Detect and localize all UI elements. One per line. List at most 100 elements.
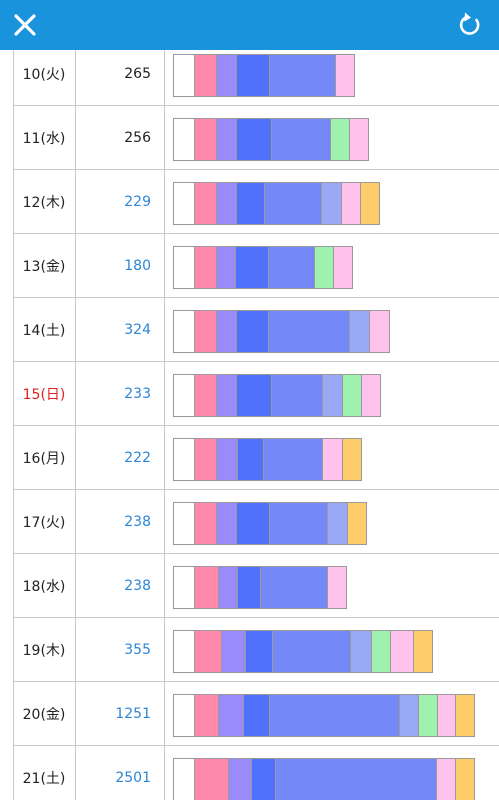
count-link[interactable]: 238 xyxy=(124,577,151,594)
bar-segment-pink xyxy=(195,694,219,737)
bar-segment-blue xyxy=(238,438,264,481)
table-row[interactable]: 13(金) 180 xyxy=(13,234,499,298)
bar-segment-periwinkle xyxy=(273,630,351,673)
count-link[interactable]: 1251 xyxy=(115,705,151,722)
bar-segment-white xyxy=(173,758,195,800)
date-label: 20(金) xyxy=(22,706,66,723)
bar-segment-pink xyxy=(195,758,229,800)
count-value: 256 xyxy=(124,129,151,146)
count-link[interactable]: 180 xyxy=(124,257,151,274)
bar-segment-green xyxy=(331,118,350,161)
bar-segment-orange xyxy=(348,502,367,545)
count-link[interactable]: 238 xyxy=(124,513,151,530)
bar-segment-periwinkle xyxy=(269,246,315,289)
bar-segment-blue xyxy=(237,182,265,225)
stacked-bar xyxy=(173,618,493,681)
stacked-bar xyxy=(173,682,493,745)
bar-segment-lightpink xyxy=(342,182,361,225)
bar-segment-white xyxy=(173,118,195,161)
bar-segment-periwinkle xyxy=(276,758,437,800)
table-row[interactable]: 11(水) 256 xyxy=(13,106,499,170)
table-row[interactable]: 16(月) 222 xyxy=(13,426,499,490)
bar-segment-lightpink xyxy=(362,374,381,417)
bar-segment-lavender xyxy=(222,630,246,673)
bar-segment-lightpink xyxy=(437,758,456,800)
reload-icon[interactable] xyxy=(453,8,487,42)
count-link[interactable]: 222 xyxy=(124,449,151,466)
date-label: 11(水) xyxy=(22,130,66,147)
bar-segment-lightpink xyxy=(328,566,347,609)
bar-segment-white xyxy=(173,630,195,673)
close-icon[interactable] xyxy=(8,8,42,42)
date-label: 18(水) xyxy=(22,578,66,595)
bar-segment-lightpink xyxy=(350,118,369,161)
bar-segment-lavender xyxy=(229,758,252,800)
bar-segment-periwinkle xyxy=(272,374,323,417)
bar-segment-lavender xyxy=(217,118,237,161)
bar-segment-green xyxy=(343,374,362,417)
count-link[interactable]: 2501 xyxy=(115,769,151,786)
table-row[interactable]: 14(土) 324 xyxy=(13,298,499,362)
bar-segment-lightblue xyxy=(400,694,419,737)
bar-segment-lightpink xyxy=(391,630,414,673)
bar-segment-blue xyxy=(237,118,272,161)
stacked-bar xyxy=(173,50,493,105)
bar-segment-periwinkle xyxy=(265,182,322,225)
bar-segment-white xyxy=(173,438,195,481)
bar-segment-orange xyxy=(456,758,475,800)
bar-segment-pink xyxy=(195,182,217,225)
count-link[interactable]: 324 xyxy=(124,321,151,338)
bar-segment-lightblue xyxy=(322,182,342,225)
bar-segment-white xyxy=(173,310,195,353)
date-label: 12(木) xyxy=(22,194,66,211)
bar-segment-lightpink xyxy=(334,246,353,289)
bar-segment-orange xyxy=(414,630,433,673)
bar-segment-lavender xyxy=(217,310,237,353)
bar-segment-lavender xyxy=(217,502,237,545)
visitor-table: 10(火) 265 11(水) 256 12(木) 229 13(金) 180 14(土) 324… xyxy=(13,50,499,800)
table-row[interactable]: 12(木) 229 xyxy=(13,170,499,234)
count-value: 265 xyxy=(124,65,151,82)
stacked-bar xyxy=(173,234,493,297)
bar-segment-lavender xyxy=(219,566,238,609)
table-row[interactable]: 17(火) 238 xyxy=(13,490,499,554)
table-row[interactable]: 20(金) 1251 xyxy=(13,682,499,746)
bar-segment-lightblue xyxy=(350,310,370,353)
bar-segment-orange xyxy=(361,182,380,225)
table-row[interactable]: 19(木) 355 xyxy=(13,618,499,682)
bar-segment-lightblue xyxy=(328,502,348,545)
count-link[interactable]: 233 xyxy=(124,385,151,402)
bar-segment-lightpink xyxy=(370,310,390,353)
bar-segment-periwinkle xyxy=(261,566,328,609)
table-row[interactable]: 21(土) 2501 xyxy=(13,746,499,800)
count-link[interactable]: 355 xyxy=(124,641,151,658)
bar-segment-lavender xyxy=(217,246,236,289)
bar-segment-periwinkle xyxy=(272,118,331,161)
bar-segment-lightblue xyxy=(351,630,372,673)
bar-segment-pink xyxy=(195,438,217,481)
date-label: 17(火) xyxy=(22,514,66,531)
bar-segment-green xyxy=(419,694,438,737)
date-label: 13(金) xyxy=(22,258,66,275)
stacked-bar xyxy=(173,554,493,617)
bar-segment-blue xyxy=(246,630,273,673)
count-link[interactable]: 229 xyxy=(124,193,151,210)
bar-segment-white xyxy=(173,246,195,289)
table-row[interactable]: 18(水) 238 xyxy=(13,554,499,618)
table-row[interactable]: 15(日) 233 xyxy=(13,362,499,426)
bar-segment-white xyxy=(173,694,195,737)
table-row[interactable]: 10(火) 265 xyxy=(13,50,499,106)
bar-segment-white xyxy=(173,374,195,417)
bar-segment-white xyxy=(173,182,195,225)
bar-segment-green xyxy=(372,630,391,673)
stacked-bar xyxy=(173,362,493,425)
stacked-bar xyxy=(173,426,493,489)
bar-segment-white xyxy=(173,566,195,609)
bar-segment-lightblue xyxy=(323,374,343,417)
bar-segment-lavender xyxy=(217,182,237,225)
bar-segment-pink xyxy=(195,246,217,289)
bar-segment-white xyxy=(173,54,195,97)
bar-segment-lightpink xyxy=(438,694,456,737)
bar-segment-periwinkle xyxy=(270,54,336,97)
bar-segment-blue xyxy=(237,374,272,417)
